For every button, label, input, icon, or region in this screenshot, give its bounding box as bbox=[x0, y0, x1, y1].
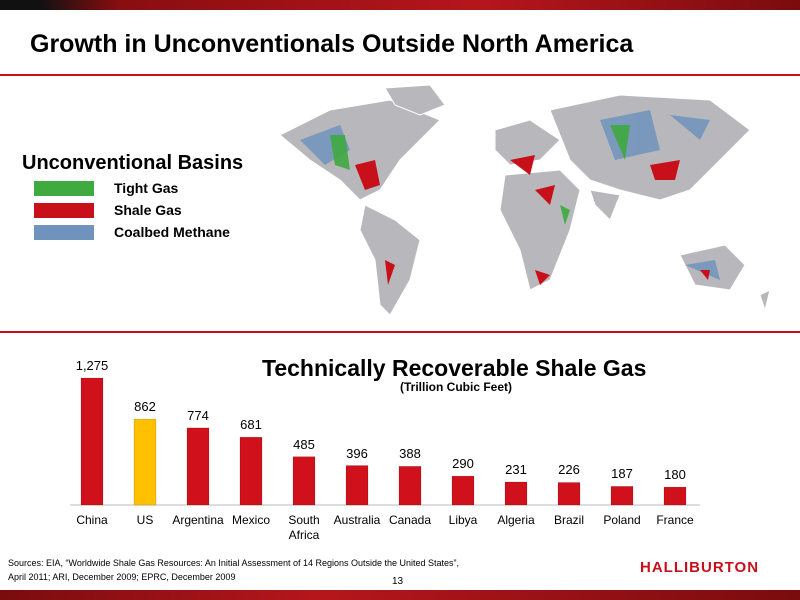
world-map bbox=[279, 84, 771, 316]
value-label: 862 bbox=[134, 399, 156, 415]
value-label: 396 bbox=[346, 445, 368, 461]
value-label: 774 bbox=[187, 407, 209, 423]
slide-title: Growth in Unconventionals Outside North … bbox=[30, 30, 634, 58]
bar bbox=[557, 482, 581, 506]
category-label: Mexico bbox=[231, 513, 270, 527]
page-number: 13 bbox=[392, 576, 404, 587]
value-label: 681 bbox=[240, 417, 262, 433]
bar bbox=[186, 427, 210, 506]
divider bbox=[0, 74, 800, 76]
value-label: 226 bbox=[558, 462, 580, 478]
chart-subtitle: (Trillion Cubic Feet) bbox=[400, 380, 513, 394]
legend-title: Unconventional Basins bbox=[22, 152, 244, 174]
category-label: US bbox=[136, 513, 154, 527]
value-label: 388 bbox=[399, 446, 421, 462]
value-label: 1,275 bbox=[75, 358, 109, 373]
source-line: April 2011; ARI, December 2009; EPRC, De… bbox=[8, 572, 236, 582]
category-label: Australia bbox=[333, 513, 381, 527]
bar bbox=[663, 486, 687, 506]
bar bbox=[239, 436, 263, 506]
legend-item: Coalbed Methane bbox=[34, 224, 230, 240]
legend-label: Coalbed Methane bbox=[114, 224, 230, 240]
legend-label: Shale Gas bbox=[114, 202, 182, 218]
bar bbox=[80, 377, 104, 506]
legend-swatch bbox=[34, 224, 94, 240]
top-band bbox=[0, 0, 800, 10]
legend-swatch bbox=[34, 180, 94, 196]
bar bbox=[292, 456, 316, 506]
category-label: Poland bbox=[603, 513, 641, 527]
category-label: Algeria bbox=[497, 513, 535, 527]
bar-chart bbox=[70, 377, 700, 506]
category-label: Libya bbox=[448, 513, 478, 527]
logo: HALLIBURTON bbox=[640, 559, 760, 576]
category-label: Brazil bbox=[553, 513, 584, 527]
value-label: 485 bbox=[293, 436, 315, 452]
value-label: 231 bbox=[505, 461, 527, 477]
sources: Sources: EIA, “Worldwide Shale Gas Resou… bbox=[8, 556, 459, 584]
source-line: Sources: EIA, “Worldwide Shale Gas Resou… bbox=[8, 558, 460, 568]
category-label: Argentina bbox=[172, 513, 224, 527]
bar bbox=[345, 465, 369, 506]
value-label: 180 bbox=[664, 467, 686, 483]
bar bbox=[504, 481, 528, 506]
bar bbox=[451, 475, 475, 506]
legend-item: Tight Gas bbox=[34, 180, 178, 196]
bar bbox=[610, 486, 634, 506]
category-label: Canada bbox=[388, 513, 432, 527]
value-label: 187 bbox=[611, 466, 633, 482]
chart-title: Technically Recoverable Shale Gas bbox=[262, 355, 647, 381]
category-label: France bbox=[656, 513, 694, 527]
legend-label: Tight Gas bbox=[114, 180, 179, 196]
legend-item: Shale Gas bbox=[34, 202, 182, 218]
category-label: China bbox=[76, 513, 108, 527]
legend-swatch bbox=[34, 202, 94, 218]
value-label: 290 bbox=[452, 456, 474, 472]
bottom-band bbox=[0, 590, 800, 600]
bar bbox=[133, 418, 157, 506]
divider bbox=[0, 331, 800, 333]
bar bbox=[398, 466, 422, 506]
category-label: South Africa bbox=[288, 513, 320, 542]
